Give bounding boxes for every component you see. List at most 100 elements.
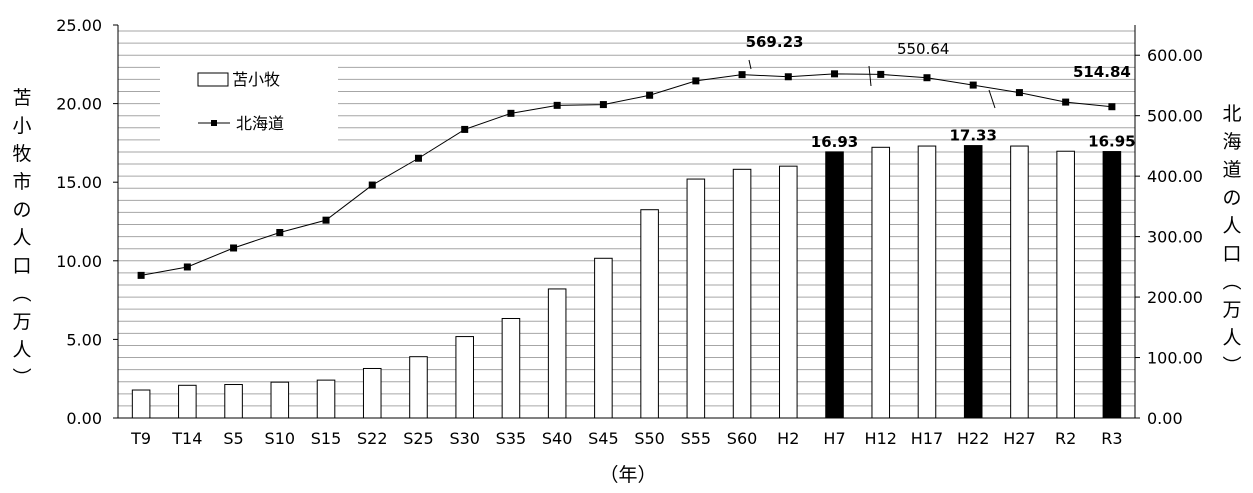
right-axis-title-char: 口 <box>1222 243 1241 265</box>
right-axis-ticks: 0.00 100.00 200.00 300.00 400.00 500.00 600.00 <box>1135 46 1203 428</box>
point-S45 <box>599 101 607 109</box>
bar-S15 <box>316 379 336 419</box>
point-R3 <box>1108 103 1116 111</box>
legend-marker-swatch <box>211 120 217 126</box>
bar-S10 <box>270 381 290 419</box>
left-axis-title-char: 口 <box>12 255 31 277</box>
line-series-hokkaido <box>137 70 1116 279</box>
bar-S50 <box>640 209 659 419</box>
left-axis-title-char: 苫 <box>12 87 31 109</box>
axes <box>117 25 1136 419</box>
x-tick-label: S5 <box>223 429 243 448</box>
x-tick-label: S60 <box>727 429 758 448</box>
bar-S35 <box>501 317 521 419</box>
line-label-H7: 569.23 <box>746 33 804 51</box>
point-S25 <box>414 154 422 162</box>
point-S10 <box>276 229 284 237</box>
bar-H17 <box>917 145 937 419</box>
right-axis-title-char: 人 <box>1222 215 1241 237</box>
point-H7 <box>831 70 839 78</box>
point-S60 <box>738 71 746 79</box>
x-tick-label: S55 <box>681 429 712 448</box>
x-tick-label: H7 <box>823 429 845 448</box>
left-axis-title-char: ） <box>10 367 32 386</box>
point-S15 <box>322 216 330 224</box>
bar-H7 <box>825 151 844 419</box>
bar-H12 <box>871 146 891 419</box>
right-tick-label: 0.00 <box>1147 409 1183 428</box>
point-S22 <box>368 181 376 189</box>
line-label-H22: 550.64 <box>897 40 950 58</box>
bar-H2 <box>779 165 798 419</box>
point-S30 <box>461 125 469 133</box>
left-axis-title-char: （ <box>10 283 32 302</box>
x-tick-label: S10 <box>265 429 296 448</box>
x-tick-label: H17 <box>911 429 943 448</box>
bar-S22 <box>362 367 382 419</box>
x-tick-label: T14 <box>171 429 202 448</box>
bar-label-R3: 16.95 <box>1088 133 1135 151</box>
x-tick-label: H2 <box>777 429 799 448</box>
x-tick-label: H12 <box>865 429 897 448</box>
x-tick-label: H27 <box>1003 429 1035 448</box>
left-axis-title-char: 牧 <box>12 143 31 165</box>
left-tick-label: 20.00 <box>56 95 102 114</box>
left-axis-ticks: 0.00 5.00 10.00 15.00 20.00 25.00 <box>56 16 118 428</box>
left-tick-label: 10.00 <box>56 252 102 271</box>
right-axis-title-char: ） <box>1220 355 1242 374</box>
bar-T9 <box>131 389 151 419</box>
leader-tick <box>868 65 872 87</box>
x-tick-label: R2 <box>1055 429 1076 448</box>
right-tick-label: 400.00 <box>1147 167 1203 186</box>
bar-S45 <box>594 257 613 419</box>
right-axis-title-char: の <box>1222 187 1241 209</box>
x-tick-label: H22 <box>957 429 989 448</box>
legend-label-hokkaido: 北海道 <box>236 114 284 133</box>
bar-S40 <box>547 288 567 419</box>
right-axis-title-char: 万 <box>1222 299 1241 321</box>
point-S5 <box>230 244 238 252</box>
bar-S55 <box>686 178 706 419</box>
x-tick-label: S22 <box>357 429 388 448</box>
right-tick-label: 200.00 <box>1147 288 1203 307</box>
x-tick-label: R3 <box>1101 429 1122 448</box>
right-axis-title-char: （ <box>1220 271 1242 290</box>
bar-H27 <box>1010 145 1029 419</box>
left-tick-label: 25.00 <box>56 16 102 35</box>
x-tick-label: S45 <box>588 429 619 448</box>
left-tick-label: 15.00 <box>56 173 102 192</box>
left-tick-label: 5.00 <box>66 330 102 349</box>
bar-series-tomakomai <box>131 145 1122 419</box>
right-tick-label: 500.00 <box>1147 107 1203 126</box>
bar-R3 <box>1102 151 1122 419</box>
x-tick-label: S35 <box>496 429 527 448</box>
point-T14 <box>183 263 191 271</box>
legend-bar-swatch <box>197 72 229 87</box>
leader-tick <box>988 89 996 109</box>
bar-S5 <box>224 384 243 419</box>
left-tick-label: 0.00 <box>66 409 102 428</box>
point-H12 <box>877 70 885 78</box>
point-S50 <box>646 91 654 99</box>
x-tick-label: S50 <box>634 429 665 448</box>
point-T9 <box>137 271 145 279</box>
leader-tick <box>748 59 752 70</box>
bar-T14 <box>178 384 197 419</box>
point-H17 <box>923 74 931 82</box>
right-tick-label: 600.00 <box>1147 46 1203 65</box>
point-S55 <box>692 77 700 85</box>
legend-label-tomakomai: 苫小牧 <box>232 70 280 89</box>
left-axis-title-char: 市 <box>12 171 31 193</box>
right-axis-title-char: 人 <box>1222 327 1241 349</box>
left-axis-title-char: の <box>12 199 31 221</box>
x-tick-label: S25 <box>403 429 434 448</box>
legend: 苫小牧 北海道 <box>160 65 338 151</box>
point-S35 <box>507 109 515 117</box>
line-label-R3: 514.84 <box>1073 63 1131 81</box>
x-tick-label: S40 <box>542 429 573 448</box>
left-axis-title-char: 万 <box>12 311 31 333</box>
point-H27 <box>1015 89 1023 97</box>
